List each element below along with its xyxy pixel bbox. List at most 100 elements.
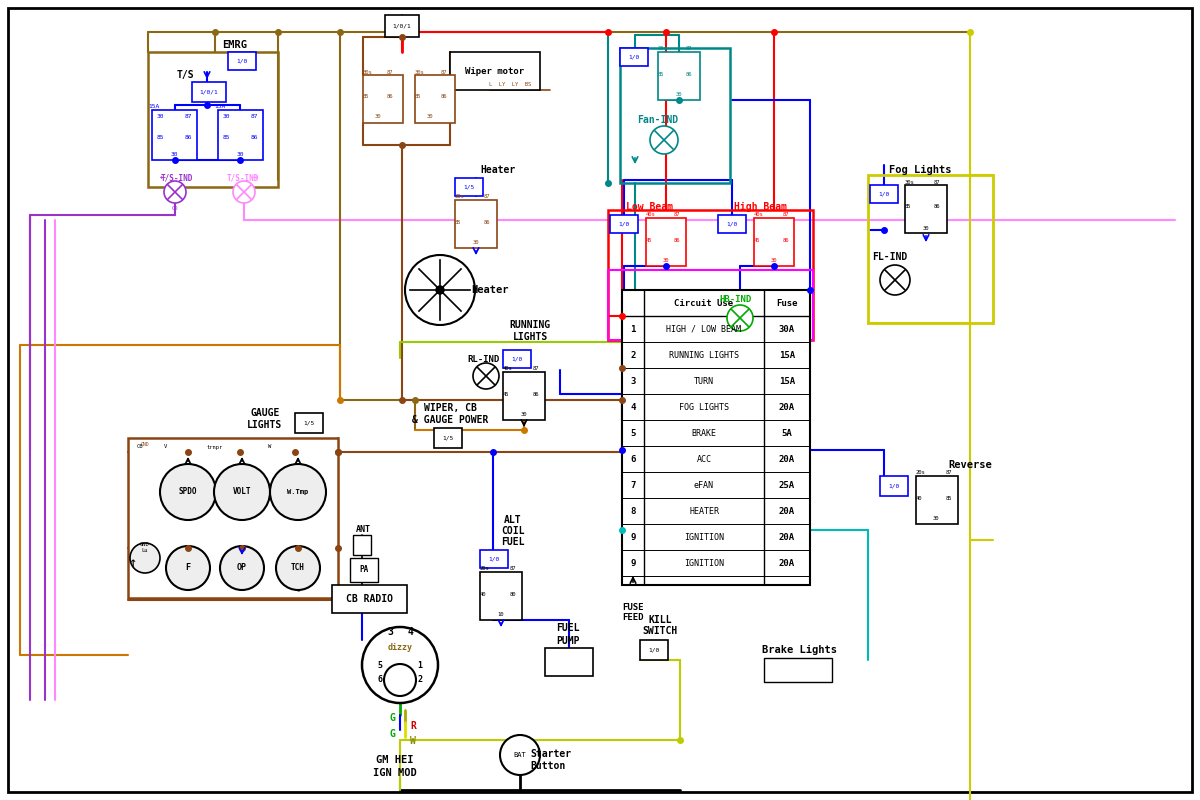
- Bar: [718, 215, 746, 233]
- Text: EMRG: EMRG: [222, 40, 247, 50]
- Bar: [880, 476, 908, 496]
- Text: V: V: [163, 445, 167, 450]
- Text: 30s: 30s: [658, 46, 667, 51]
- Text: 2: 2: [418, 675, 422, 685]
- Text: 86: 86: [685, 71, 692, 77]
- Text: 85: 85: [223, 135, 230, 140]
- Text: 30: 30: [374, 114, 382, 119]
- Text: 20A: 20A: [779, 506, 796, 515]
- Text: OP: OP: [238, 563, 247, 573]
- Text: L  LY  LY  BS: L LY LY BS: [488, 82, 532, 87]
- Text: 7: 7: [630, 481, 636, 490]
- Text: 45: 45: [754, 238, 761, 242]
- Text: FUEL: FUEL: [502, 537, 524, 547]
- Text: 87: 87: [484, 194, 490, 199]
- Text: GD: GD: [172, 206, 179, 210]
- Text: 45: 45: [646, 238, 653, 242]
- Circle shape: [164, 181, 186, 203]
- Circle shape: [276, 546, 320, 590]
- Text: HEATER: HEATER: [689, 506, 719, 515]
- Text: 86: 86: [386, 94, 394, 99]
- Text: 87: 87: [782, 213, 790, 218]
- Text: G: G: [389, 713, 395, 723]
- Text: & GAUGE POWER: & GAUGE POWER: [412, 415, 488, 425]
- Text: 1/0: 1/0: [629, 54, 640, 59]
- Text: Circuit Use: Circuit Use: [674, 298, 733, 307]
- Text: WIPER, CB: WIPER, CB: [424, 403, 476, 413]
- Text: ←: ←: [160, 172, 166, 182]
- Text: 30: 30: [923, 226, 929, 230]
- Text: W: W: [410, 736, 416, 746]
- Text: 20A: 20A: [779, 533, 796, 542]
- Text: IGNITION: IGNITION: [684, 558, 724, 567]
- Text: 87: 87: [510, 566, 516, 571]
- Text: 86: 86: [440, 94, 446, 99]
- Text: 87: 87: [440, 70, 446, 74]
- Text: 86: 86: [251, 135, 258, 140]
- Text: 1/5: 1/5: [304, 421, 314, 426]
- Text: 30: 30: [932, 515, 940, 521]
- Text: BRAKE: BRAKE: [691, 429, 716, 438]
- Text: RUNNING: RUNNING: [510, 320, 551, 330]
- Text: 20s: 20s: [480, 566, 490, 571]
- Text: IGNITION: IGNITION: [684, 533, 724, 542]
- Text: 85: 85: [905, 205, 912, 210]
- Bar: [350, 558, 378, 582]
- Text: 40: 40: [916, 495, 923, 501]
- Text: RUNNING LIGHTS: RUNNING LIGHTS: [670, 350, 739, 359]
- Text: dizzy: dizzy: [388, 643, 413, 653]
- Text: T/S: T/S: [176, 70, 194, 80]
- Text: Fan-IND: Fan-IND: [637, 115, 678, 125]
- Text: Heater: Heater: [480, 165, 516, 175]
- Text: 5: 5: [630, 429, 636, 438]
- Bar: [916, 476, 958, 524]
- Bar: [332, 585, 407, 613]
- Text: LIGHTS: LIGHTS: [247, 420, 283, 430]
- Circle shape: [166, 546, 210, 590]
- Bar: [385, 15, 419, 37]
- Text: High Beam: High Beam: [733, 202, 786, 212]
- Text: ↑: ↑: [128, 556, 137, 570]
- Text: 87: 87: [533, 366, 539, 371]
- Text: GAUGE: GAUGE: [251, 408, 280, 418]
- Text: 87: 87: [673, 213, 680, 218]
- Text: 20A: 20A: [779, 454, 796, 463]
- Text: Lu: Lu: [142, 547, 149, 553]
- Text: Fuse: Fuse: [776, 298, 798, 307]
- Text: 1/0/1: 1/0/1: [199, 90, 218, 94]
- Text: 30s: 30s: [364, 70, 373, 74]
- Text: CB: CB: [137, 445, 143, 450]
- Bar: [128, 438, 338, 598]
- Text: 86: 86: [673, 238, 680, 242]
- Bar: [415, 75, 455, 123]
- Text: 9: 9: [630, 558, 636, 567]
- Bar: [295, 413, 323, 433]
- Text: 2: 2: [630, 350, 636, 359]
- Text: 5A: 5A: [781, 429, 792, 438]
- Text: Starter
Button: Starter Button: [530, 749, 571, 771]
- Text: LIGHTS: LIGHTS: [512, 332, 547, 342]
- Text: Reverse: Reverse: [948, 460, 992, 470]
- Text: 1/0: 1/0: [618, 222, 630, 226]
- Text: 30: 30: [770, 258, 778, 262]
- Circle shape: [362, 627, 438, 703]
- Circle shape: [436, 286, 444, 294]
- Circle shape: [160, 464, 216, 520]
- Text: eFAN: eFAN: [694, 481, 714, 490]
- Circle shape: [727, 305, 754, 331]
- Text: 1/0: 1/0: [488, 557, 499, 562]
- Text: 4: 4: [407, 627, 413, 637]
- Text: PUMP: PUMP: [557, 636, 580, 646]
- Text: 40s: 40s: [646, 213, 655, 218]
- Bar: [620, 48, 648, 66]
- Text: 40s: 40s: [503, 366, 512, 371]
- Bar: [870, 185, 898, 203]
- Bar: [228, 52, 256, 70]
- Circle shape: [270, 464, 326, 520]
- Text: GND: GND: [140, 542, 150, 547]
- Bar: [646, 218, 686, 266]
- Text: 45: 45: [503, 391, 510, 397]
- Text: TCH: TCH: [292, 563, 305, 573]
- Text: Heater: Heater: [472, 285, 509, 295]
- Bar: [455, 178, 482, 196]
